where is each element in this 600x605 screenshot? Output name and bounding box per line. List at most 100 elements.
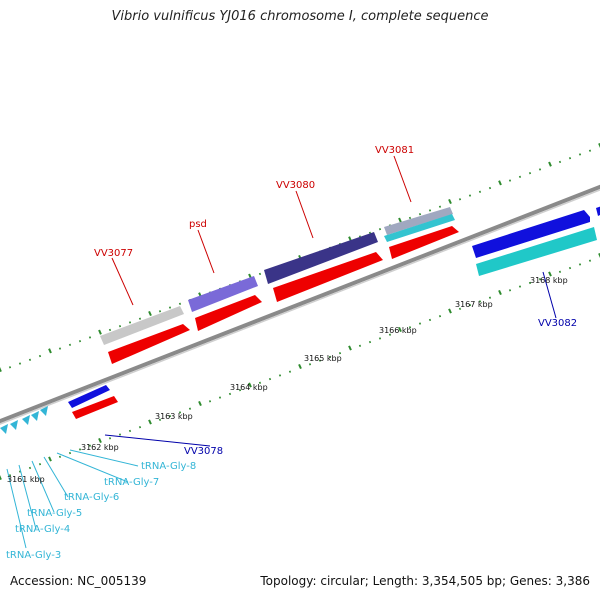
- trna-arrow[interactable]: [10, 420, 18, 430]
- major-tick: [298, 363, 302, 370]
- minor-tick: [158, 310, 162, 313]
- minor-tick: [138, 317, 142, 320]
- minor-tick: [68, 343, 72, 347]
- minor-tick: [18, 470, 22, 473]
- minor-tick: [28, 358, 32, 361]
- minor-tick: [538, 278, 542, 281]
- minor-tick: [238, 389, 242, 392]
- minor-tick: [478, 300, 482, 303]
- minor-tick: [228, 392, 232, 396]
- scale-label: 3164 kbp: [230, 383, 268, 392]
- vv3080-callout: [295, 190, 314, 239]
- minor-tick: [508, 289, 512, 292]
- minor-tick: [138, 426, 142, 429]
- vv3081-callout: [393, 155, 412, 203]
- trna-label[interactable]: tRNA-Gly-4: [15, 524, 70, 535]
- trna-arrow[interactable]: [22, 415, 30, 425]
- minor-tick: [108, 437, 112, 440]
- minor-tick: [508, 179, 512, 182]
- vv3081-feature-bar[interactable]: [384, 207, 453, 235]
- vv3077-callout: [111, 257, 134, 306]
- vv3080-feature-bar[interactable]: [264, 232, 378, 284]
- minor-tick: [568, 157, 572, 160]
- minor-tick: [518, 285, 522, 288]
- gene-label[interactable]: VV3081: [375, 145, 414, 156]
- feature-label[interactable]: VV3082: [538, 318, 577, 329]
- feature-label[interactable]: VV3078: [184, 446, 223, 457]
- minor-tick: [338, 352, 342, 355]
- trna-gly-3-callout: [6, 468, 27, 549]
- minor-tick: [28, 466, 32, 470]
- chromosome-backbone-shadow: [0, 189, 600, 425]
- minor-tick: [378, 337, 382, 340]
- minor-tick: [478, 190, 482, 193]
- minor-tick: [528, 281, 532, 285]
- trna-arrow[interactable]: [0, 424, 8, 434]
- major-tick: [48, 456, 52, 462]
- feature-callouts: [104, 271, 557, 447]
- vv3080-cds-arrow[interactable]: [273, 252, 383, 302]
- minor-tick: [278, 374, 282, 377]
- major-tick: [548, 271, 552, 277]
- minor-tick: [178, 302, 182, 305]
- vv3081-cds-arrow[interactable]: [389, 226, 459, 259]
- minor-tick: [528, 171, 532, 175]
- minor-tick: [118, 325, 122, 328]
- minor-tick: [418, 213, 422, 216]
- vv3078-cds-arrow[interactable]: [72, 396, 118, 419]
- minor-tick: [208, 400, 212, 403]
- trna-arrow[interactable]: [40, 406, 48, 416]
- minor-tick: [78, 339, 82, 343]
- trna-label[interactable]: tRNA-Gly-8: [141, 461, 196, 472]
- major-tick: [148, 419, 152, 425]
- trna-gly-5-callout: [31, 460, 55, 513]
- gene-labels: VV3077 psd VV3080 VV3081: [94, 145, 414, 259]
- trna-labels: tRNA-Gly-8 tRNA-Gly-7 tRNA-Gly-6 tRNA-Gl…: [6, 461, 196, 561]
- minor-tick: [488, 296, 492, 299]
- minor-tick: [468, 194, 472, 197]
- scale-label: 3165 kbp: [304, 354, 342, 363]
- psd-feature-bar[interactable]: [188, 276, 258, 312]
- vv3077-feature-bar[interactable]: [100, 306, 184, 345]
- minor-tick: [8, 474, 12, 477]
- minor-tick: [558, 160, 562, 164]
- gene-label[interactable]: VV3080: [276, 180, 315, 191]
- major-tick: [98, 329, 102, 335]
- gene-label[interactable]: VV3077: [94, 248, 133, 259]
- vv3082-partial-bar[interactable]: [596, 206, 600, 216]
- minor-tick: [428, 318, 432, 322]
- vv3078-feature-bar[interactable]: [68, 385, 110, 408]
- vv3077-cds-arrow[interactable]: [108, 324, 190, 364]
- major-tick: [348, 345, 352, 351]
- map-title: Vibrio vulnificus YJ016 chromosome I, co…: [111, 9, 489, 24]
- minor-tick: [578, 263, 582, 266]
- vv3082-callout: [542, 271, 557, 319]
- minor-tick: [418, 322, 422, 325]
- minor-tick: [288, 370, 292, 373]
- minor-tick: [588, 259, 592, 262]
- vv3082-feature-bar[interactable]: [472, 210, 590, 258]
- minor-tick: [328, 355, 332, 359]
- minor-tick: [188, 407, 192, 410]
- vv3078-callout: [104, 434, 211, 447]
- trna-label[interactable]: tRNA-Gly-6: [64, 492, 119, 503]
- trna-arrow-group: [0, 406, 48, 434]
- minor-tick: [88, 444, 92, 447]
- psd-cds-arrow[interactable]: [195, 295, 262, 331]
- trna-label[interactable]: tRNA-Gly-7: [104, 477, 159, 488]
- scale-label: 3161 kbp: [7, 475, 45, 484]
- chromosome-backbone: [0, 184, 600, 424]
- vv3082-rna-bar[interactable]: [476, 227, 597, 276]
- minor-tick: [488, 186, 492, 190]
- trna-arrow[interactable]: [31, 411, 39, 421]
- minor-tick: [458, 198, 462, 201]
- minor-tick: [8, 366, 12, 369]
- trna-label[interactable]: tRNA-Gly-3: [6, 550, 61, 561]
- scale-label: 3162 kbp: [81, 443, 119, 452]
- minor-tick: [388, 333, 392, 336]
- gene-label[interactable]: psd: [189, 219, 207, 230]
- trna-label[interactable]: tRNA-Gly-5: [27, 508, 82, 519]
- vv3081-rna-bar[interactable]: [384, 214, 455, 242]
